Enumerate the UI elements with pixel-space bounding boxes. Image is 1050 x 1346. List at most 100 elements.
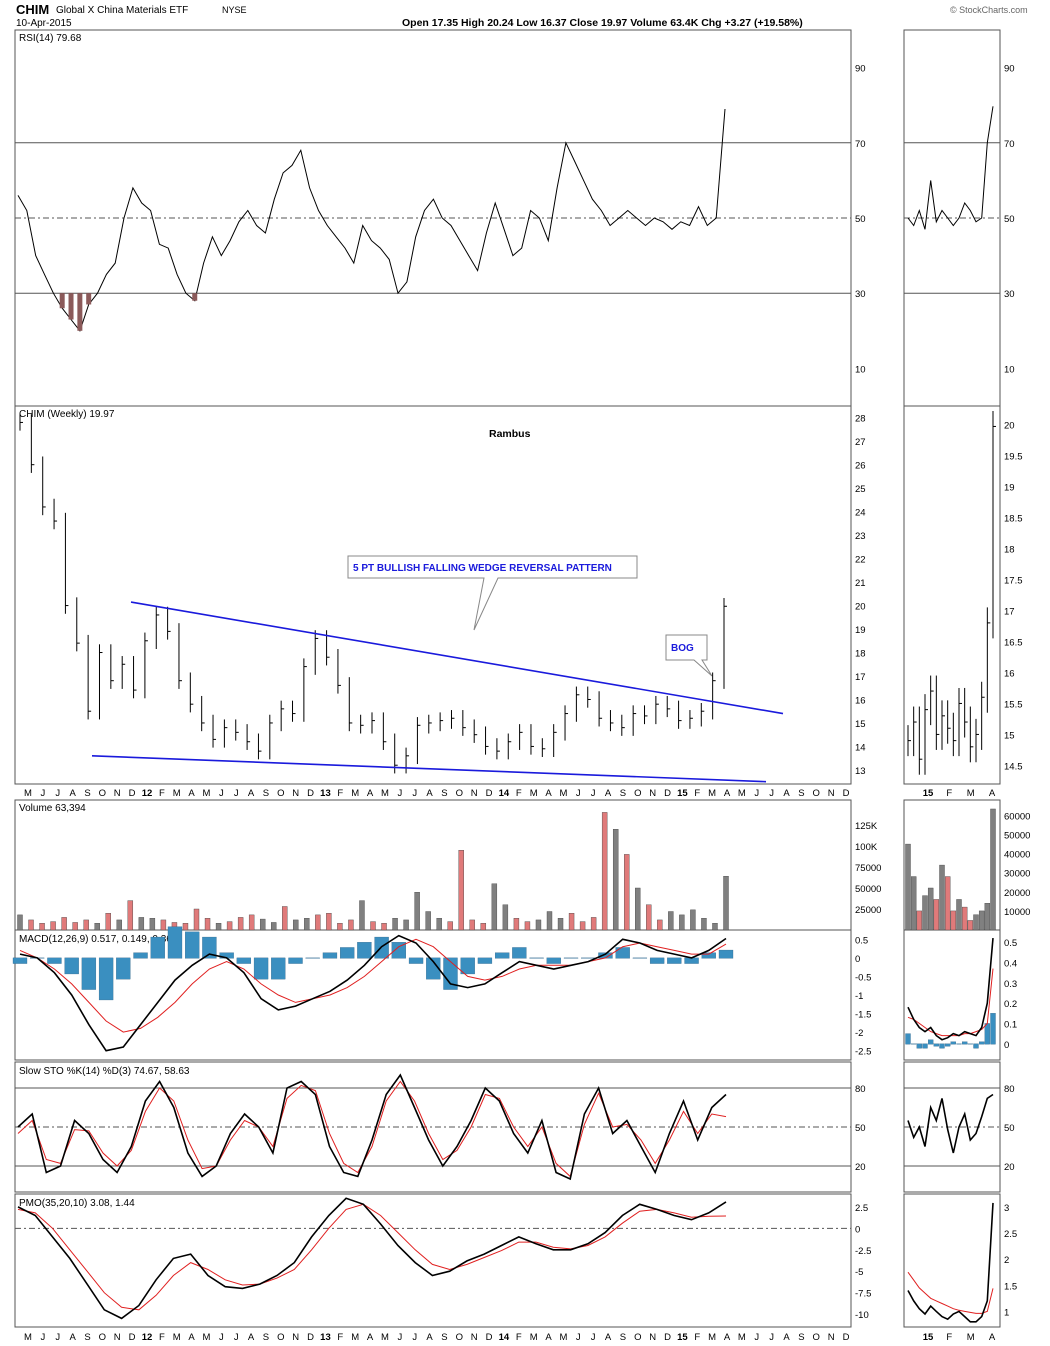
month-tick-label: S [84,788,90,799]
macd-histogram-bar [288,957,303,964]
rsi-label: RSI(14) 79.68 [19,33,82,44]
side-price-panel [903,405,1001,785]
macd-histogram-bar [615,947,630,959]
bottom-month-tick-label: J [591,1332,596,1343]
volume-bar [248,914,255,931]
side-macd-signal-line [907,968,994,1037]
side-macd-histogram-bar [950,1041,956,1045]
month-tick-label: A [724,788,731,799]
macd-histogram-bar [667,957,682,964]
volume-bar [668,911,674,931]
macd-histogram-bar [701,952,716,959]
month-tick-label: J [397,788,402,799]
macd-tick-label: 0.5 [855,935,868,946]
bottom-month-tick-label: 14 [499,1332,510,1343]
bottom-month-tick-label: N [114,1332,121,1343]
side-bottom-month-tick-label: F [946,1332,952,1343]
side-month-tick-label: F [946,788,952,799]
rsi-tick-label: 70 [855,139,866,150]
bottom-month-tick-label: N [649,1332,656,1343]
side-price-tick-label: 19 [1004,483,1015,494]
bottom-month-tick-label: F [337,1332,343,1343]
side-macd-histogram-bar [928,1039,934,1045]
side-macd-tick-label: 0.5 [1004,938,1017,949]
side-pmo-tick-label: 1.5 [1004,1281,1017,1292]
price-tick-label: 26 [855,461,866,472]
month-tick-label: D [129,788,136,799]
side-price-tick-label: 17 [1004,606,1015,617]
side-month-tick-label: 15 [923,788,934,799]
month-tick-label: D [843,788,850,799]
bottom-month-tick-label: D [129,1332,136,1343]
price-tick-label: 27 [855,437,866,448]
price-tick-label: 23 [855,531,866,542]
month-tick-label: O [277,788,284,799]
side-pmo-tick-label: 3 [1004,1203,1009,1214]
side-price-tick-label: 16 [1004,668,1015,679]
volume-bar [392,918,398,931]
month-tick-label: F [694,788,700,799]
bottom-month-tick-label: S [84,1332,90,1343]
macd-histogram-bar [718,949,734,959]
month-tick-label: M [559,788,567,799]
price-tick-label: 25 [855,484,866,495]
side-macd-histogram-bar [984,1023,990,1045]
fund-name: Global X China Materials ETF [56,5,188,16]
month-tick-label: J [234,788,239,799]
month-tick-label: F [337,788,343,799]
bottom-month-tick-label: S [620,1332,626,1343]
month-tick-label: O [634,788,641,799]
bottom-month-tick-label: S [441,1332,447,1343]
macd-panel [14,929,852,1061]
month-tick-label: J [754,788,759,799]
macd-histogram-bar [202,936,217,959]
side-pmo-tick-label: 1 [1004,1307,1009,1318]
bog-annotation: BOG [665,634,713,677]
bottom-month-tick-label: J [40,1332,45,1343]
bottom-month-tick-label: M [381,1332,389,1343]
side-price-tick-label: 15 [1004,730,1015,741]
volume-bar [160,919,167,931]
pmo-tick-label: 0 [855,1224,860,1235]
volume-bar [271,922,277,931]
side-macd-tick-label: 0.3 [1004,979,1017,990]
month-tick-label: M [351,788,359,799]
volume-bar [149,918,156,931]
side-volume-bar [933,899,940,931]
macd-line [19,934,727,1052]
month-tick-label: 12 [142,788,153,799]
volume-bar [612,829,619,931]
bottom-month-tick-label: A [545,1332,552,1343]
volume-bar [61,917,67,931]
pmo-signal-line [17,1203,727,1311]
side-month-tick-label: M [967,788,975,799]
bottom-month-tick-label: 13 [320,1332,331,1343]
price-tick-label: 20 [855,602,866,613]
bottom-month-tick-label: J [412,1332,417,1343]
side-volume-tick-label: 40000 [1004,850,1030,861]
volume-bar [282,906,288,931]
macd-tick-label: -2 [855,1028,863,1039]
month-tick-label: S [620,788,626,799]
volume-bar [105,913,111,931]
bottom-month-tick-label: F [516,1332,522,1343]
macd-histogram-bar [305,957,320,959]
macd-histogram-bar [581,957,596,959]
bottom-month-tick-label: A [248,1332,255,1343]
price-tick-label: 14 [855,742,866,753]
bottom-month-tick-label: S [263,1332,269,1343]
macd-histogram-bar [64,957,79,975]
volume-bar [94,923,100,931]
side-price-tick-label: 16.5 [1004,637,1023,648]
volume-bar [568,913,575,931]
side-volume-bar [905,843,911,931]
bottom-month-tick-label: J [769,1332,774,1343]
macd-histogram-bar [426,957,441,980]
pmo-tick-label: -2.5 [855,1246,871,1257]
bottom-month-tick-label: D [307,1332,314,1343]
watermark: © StockCharts.com [950,5,1028,15]
side-volume-tick-label: 20000 [1004,888,1030,899]
volume-bar [513,918,520,931]
month-tick-label: F [159,788,165,799]
rambus-title: Rambus [489,428,531,440]
